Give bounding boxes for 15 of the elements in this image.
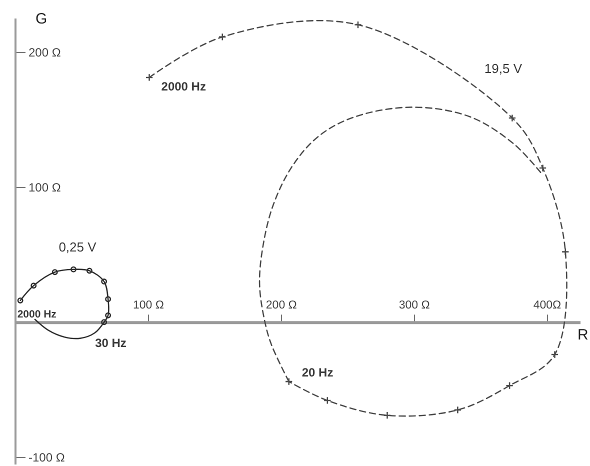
x-tick-label: 400Ω <box>533 300 562 312</box>
annotation: 20 Hz <box>302 366 334 380</box>
x-tick-label: 200 Ω <box>266 300 298 312</box>
series-label: 0,25 V <box>58 239 97 254</box>
x-tick-label: 300 Ω <box>398 300 430 312</box>
series-label: 19,5 V <box>484 61 522 76</box>
y-tick-label: 100 Ω <box>28 180 61 194</box>
x-tick-label: 100 Ω <box>132 300 164 312</box>
y-tick-label: -100 Ω <box>28 450 65 465</box>
y-axis-title: G <box>36 10 48 28</box>
annotation: 2000 Hz <box>161 79 206 94</box>
annotation: 2000 Hz <box>17 308 56 320</box>
y-tick-label: 200 Ω <box>28 45 61 60</box>
x-axis-title: R <box>578 326 588 344</box>
annotation: 30 Hz <box>95 336 126 350</box>
